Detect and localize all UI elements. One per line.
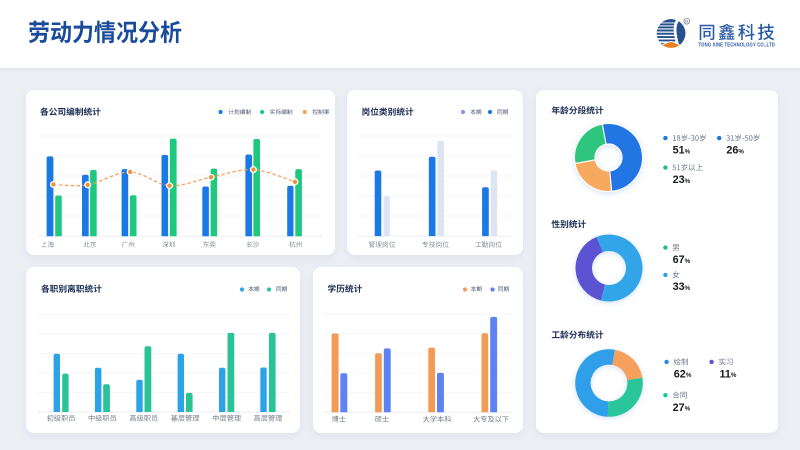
svg-text:11%: 11% [720,368,737,380]
svg-text:26%: 26% [726,145,744,157]
svg-text:23%: 23% [673,174,691,186]
svg-text:33%: 33% [673,281,691,293]
svg-text:62%: 62% [674,368,692,380]
svg-text:R: R [685,19,689,24]
svg-text:51%: 51% [673,145,691,157]
svg-text:TONG XINE TECHNOLOGY CO.,LTD: TONG XINE TECHNOLOGY CO.,LTD [699,42,776,49]
svg-text:27%: 27% [673,402,691,414]
svg-text:67%: 67% [673,254,691,266]
